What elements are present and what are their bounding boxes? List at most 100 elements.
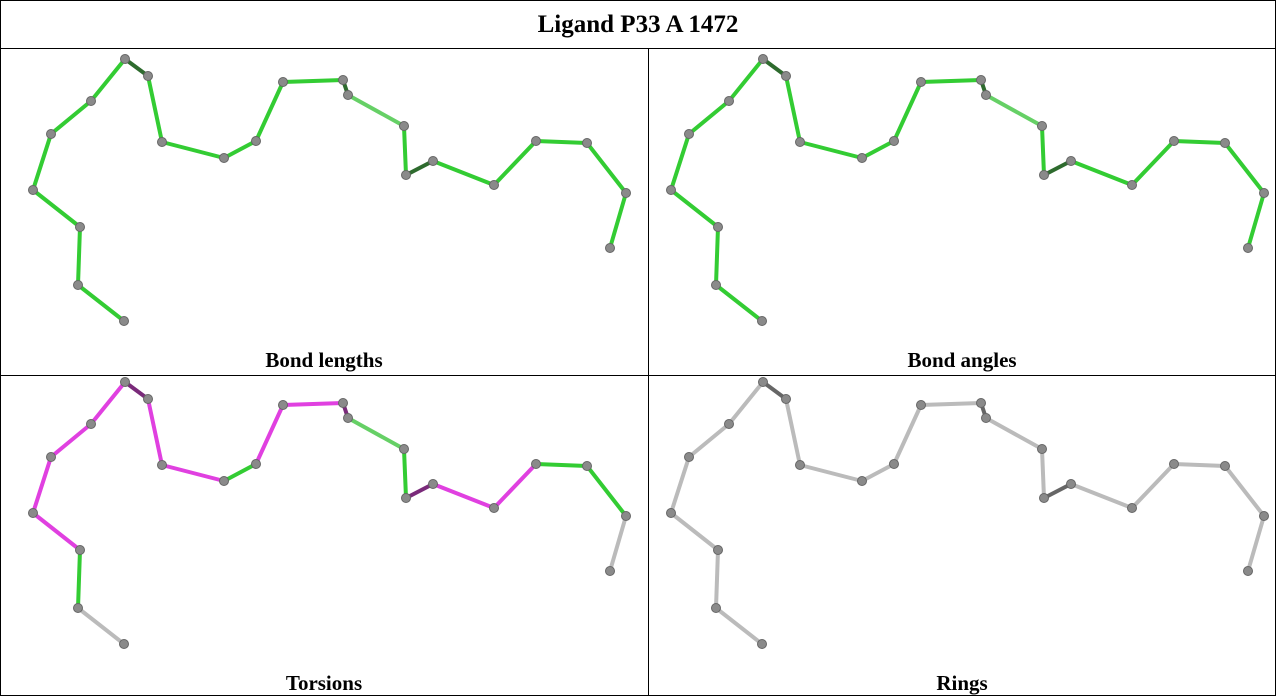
atom bbox=[1221, 139, 1230, 148]
atom bbox=[490, 181, 499, 190]
atom bbox=[1040, 494, 1049, 503]
atom bbox=[344, 91, 353, 100]
atom bbox=[796, 461, 805, 470]
atom bbox=[1260, 189, 1269, 198]
atom bbox=[121, 378, 130, 387]
atom bbox=[144, 72, 153, 81]
bond bbox=[78, 227, 80, 285]
atom bbox=[532, 137, 541, 146]
atom bbox=[144, 395, 153, 404]
atom bbox=[622, 189, 631, 198]
atom bbox=[1040, 171, 1049, 180]
panel-label: Rings bbox=[936, 671, 987, 695]
atom bbox=[1170, 460, 1179, 469]
atom bbox=[583, 139, 592, 148]
atom bbox=[685, 130, 694, 139]
atom bbox=[400, 445, 409, 454]
bond bbox=[1174, 141, 1225, 143]
atom bbox=[220, 154, 229, 163]
atom bbox=[622, 512, 631, 521]
panel-label: Bond lengths bbox=[265, 348, 382, 372]
atom bbox=[1221, 462, 1230, 471]
atom bbox=[76, 546, 85, 555]
atom bbox=[490, 504, 499, 513]
bond bbox=[1042, 449, 1044, 498]
atom bbox=[1170, 137, 1179, 146]
atom bbox=[758, 640, 767, 649]
atom bbox=[429, 157, 438, 166]
bond bbox=[283, 403, 343, 405]
atom bbox=[400, 122, 409, 131]
atom bbox=[917, 78, 926, 87]
atom bbox=[429, 480, 438, 489]
atom bbox=[1038, 445, 1047, 454]
atom bbox=[782, 395, 791, 404]
atom bbox=[158, 461, 167, 470]
bond bbox=[283, 80, 343, 82]
atom bbox=[158, 138, 167, 147]
atom bbox=[712, 281, 721, 290]
atom bbox=[714, 223, 723, 232]
atom bbox=[252, 137, 261, 146]
atom bbox=[890, 460, 899, 469]
atom bbox=[1128, 504, 1137, 513]
atom bbox=[725, 420, 734, 429]
bond bbox=[921, 403, 981, 405]
atom bbox=[74, 281, 83, 290]
atom bbox=[279, 401, 288, 410]
atom bbox=[47, 453, 56, 462]
atom bbox=[120, 317, 129, 326]
atom bbox=[759, 378, 768, 387]
atom bbox=[87, 420, 96, 429]
atom bbox=[47, 130, 56, 139]
atom bbox=[1260, 512, 1269, 521]
bond bbox=[536, 141, 587, 143]
atom bbox=[667, 509, 676, 518]
bond bbox=[536, 464, 587, 466]
atom bbox=[759, 55, 768, 64]
atom bbox=[220, 477, 229, 486]
bond bbox=[78, 550, 80, 608]
atom bbox=[87, 97, 96, 106]
atom bbox=[339, 399, 348, 408]
bond bbox=[1174, 464, 1225, 466]
atom bbox=[344, 414, 353, 423]
atom bbox=[583, 462, 592, 471]
atom bbox=[685, 453, 694, 462]
atom bbox=[252, 460, 261, 469]
atom bbox=[339, 76, 348, 85]
atom bbox=[982, 414, 991, 423]
bond bbox=[716, 227, 718, 285]
bond bbox=[404, 126, 406, 175]
atom bbox=[74, 604, 83, 613]
atom bbox=[1244, 567, 1253, 576]
atom bbox=[532, 460, 541, 469]
title: Ligand P33 A 1472 bbox=[538, 11, 739, 38]
bond bbox=[921, 80, 981, 82]
atom bbox=[977, 76, 986, 85]
atom bbox=[712, 604, 721, 613]
atom bbox=[758, 317, 767, 326]
atom bbox=[76, 223, 85, 232]
bond bbox=[1042, 126, 1044, 175]
atom bbox=[1128, 181, 1137, 190]
atom bbox=[606, 567, 615, 576]
atom bbox=[890, 137, 899, 146]
atom bbox=[977, 399, 986, 408]
atom bbox=[120, 640, 129, 649]
atom bbox=[917, 401, 926, 410]
atom bbox=[858, 154, 867, 163]
atom bbox=[725, 97, 734, 106]
atom bbox=[858, 477, 867, 486]
atom bbox=[402, 171, 411, 180]
atom bbox=[1038, 122, 1047, 131]
atom bbox=[782, 72, 791, 81]
atom bbox=[1067, 480, 1076, 489]
panel-label: Bond angles bbox=[907, 348, 1016, 372]
atom bbox=[279, 78, 288, 87]
atom bbox=[796, 138, 805, 147]
bond bbox=[716, 550, 718, 608]
atom bbox=[714, 546, 723, 555]
atom bbox=[1244, 244, 1253, 253]
outer-frame bbox=[1, 1, 1276, 696]
